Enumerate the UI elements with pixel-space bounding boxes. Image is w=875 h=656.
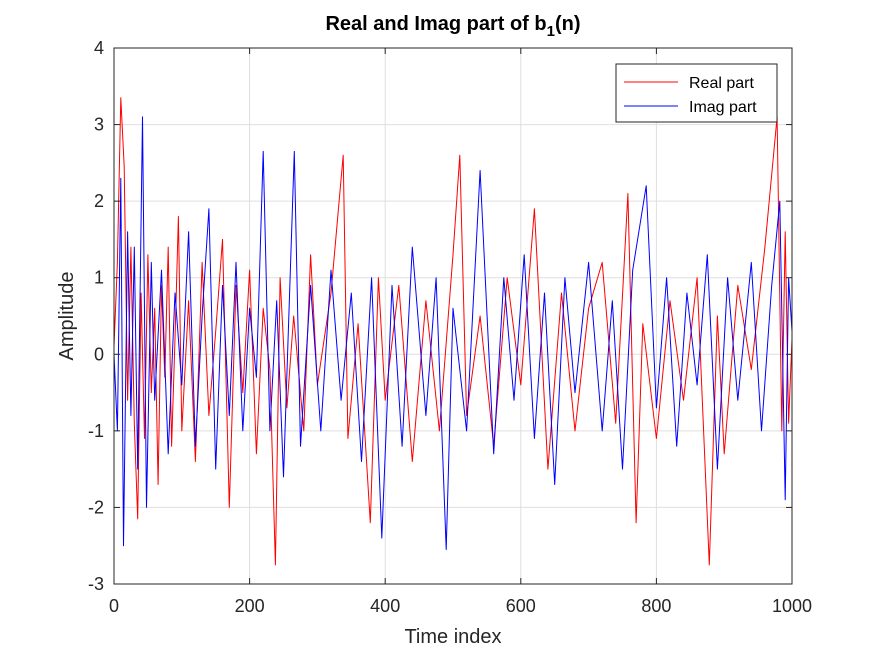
y-tick-label: -3 bbox=[88, 574, 104, 594]
x-tick-label: 400 bbox=[370, 596, 400, 616]
plot-area bbox=[113, 97, 793, 566]
y-tick-label: 2 bbox=[94, 191, 104, 211]
y-tick-label: 3 bbox=[94, 115, 104, 135]
chart-title-suffix: (n) bbox=[555, 13, 581, 35]
x-axis-label: Time index bbox=[404, 626, 501, 648]
ticks: 0 200 400 600 800 1000 -3 -2 -1 0 1 2 3 4 bbox=[88, 38, 812, 616]
y-tick-label: 4 bbox=[94, 38, 104, 58]
x-tick-label: 600 bbox=[506, 596, 536, 616]
x-tick-label: 200 bbox=[235, 596, 265, 616]
x-tick-label: 0 bbox=[109, 596, 119, 616]
legend-box bbox=[615, 63, 778, 123]
y-tick-label: -2 bbox=[88, 497, 104, 517]
y-tick-label: 0 bbox=[94, 344, 104, 364]
chart-title-subscript: 1 bbox=[547, 23, 555, 40]
y-tick-label: -1 bbox=[88, 421, 104, 441]
chart-title-main: Real and Imag part of b bbox=[325, 13, 546, 35]
legend: Real part Imag part bbox=[615, 63, 778, 123]
x-tick-label: 1000 bbox=[772, 596, 812, 616]
series-real-part bbox=[113, 97, 793, 566]
axes-box bbox=[113, 47, 793, 585]
legend-label-real: Real part bbox=[689, 75, 754, 92]
y-axis-label: Amplitude bbox=[56, 272, 78, 361]
series-imag-part bbox=[113, 116, 793, 550]
x-tick-label: 800 bbox=[641, 596, 671, 616]
legend-label-imag: Imag part bbox=[689, 99, 757, 116]
y-tick-label: 1 bbox=[94, 268, 104, 288]
chart-title: Real and Imag part of b1(n) bbox=[325, 13, 580, 40]
